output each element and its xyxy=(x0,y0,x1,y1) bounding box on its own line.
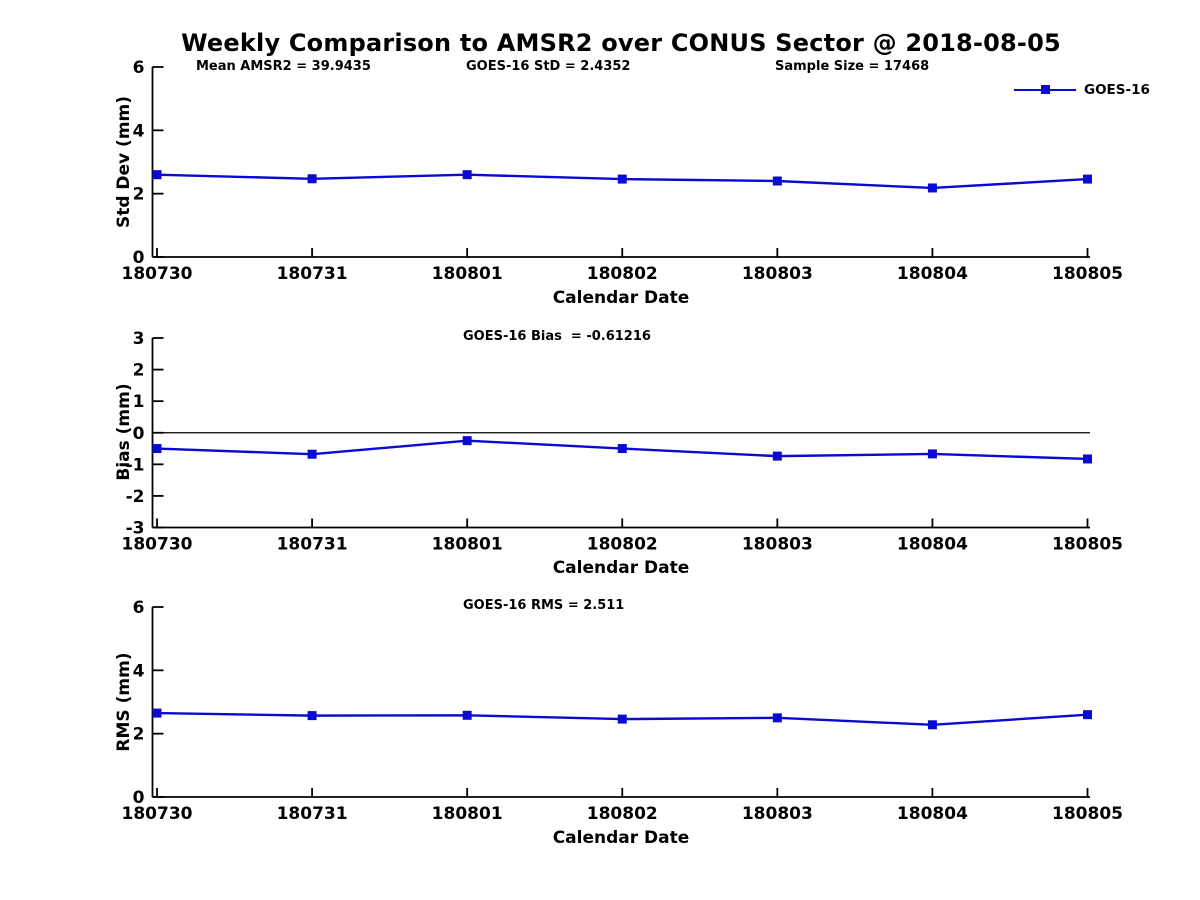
y-tick-label: 0 xyxy=(133,248,145,268)
xlabel-top: Calendar Date xyxy=(552,288,690,308)
subtitle-bias: GOES-16 Bias = -0.61216 xyxy=(463,329,651,344)
x-tick-label: 180802 xyxy=(587,535,658,555)
y-tick-label: 2 xyxy=(133,185,145,205)
y-tick-label: 4 xyxy=(133,121,145,141)
x-tick-label: 180801 xyxy=(432,535,503,555)
data-point-marker xyxy=(927,449,937,459)
data-point-marker xyxy=(152,444,162,454)
y-tick-label: 2 xyxy=(133,361,145,381)
y-tick-label: 6 xyxy=(133,598,145,618)
data-point-marker xyxy=(927,183,937,193)
x-tick-label: 180731 xyxy=(277,804,348,824)
y-tick-label: -3 xyxy=(126,519,145,539)
x-tick-label: 180802 xyxy=(587,264,658,284)
data-point-marker xyxy=(617,714,627,724)
x-tick-label: 180731 xyxy=(277,264,348,284)
x-tick-label: 180802 xyxy=(587,804,658,824)
legend-square-marker-icon xyxy=(1040,84,1050,94)
data-point-marker xyxy=(772,713,782,723)
y-tick-label: -2 xyxy=(126,487,145,507)
data-point-marker xyxy=(772,176,782,186)
data-point-marker xyxy=(617,174,627,184)
annotation-goes16-std: GOES-16 StD = 2.4352 xyxy=(466,59,631,74)
legend-label: GOES-16 xyxy=(1084,81,1150,98)
x-tick-label: 180730 xyxy=(122,535,193,555)
y-tick-label: 0 xyxy=(133,788,145,808)
x-tick-label: 180801 xyxy=(432,264,503,284)
y-tick-label: 3 xyxy=(133,329,145,349)
y-tick-label: 1 xyxy=(133,392,145,412)
data-point-marker xyxy=(462,170,472,180)
y-tick-label: 4 xyxy=(133,661,145,681)
x-tick-label: 180805 xyxy=(1052,804,1123,824)
annotation-sample-size: Sample Size = 17468 xyxy=(775,59,930,74)
x-tick-label: 180804 xyxy=(897,804,968,824)
xlabel-bottom: Calendar Date xyxy=(552,828,690,848)
data-point-marker xyxy=(772,451,782,461)
x-tick-label: 180731 xyxy=(277,535,348,555)
subtitle-rms: GOES-16 RMS = 2.511 xyxy=(463,598,625,613)
x-tick-label: 180805 xyxy=(1052,264,1123,284)
x-tick-label: 180803 xyxy=(742,804,813,824)
data-point-marker xyxy=(1083,710,1092,720)
x-tick-label: 180801 xyxy=(432,804,503,824)
x-tick-label: 180804 xyxy=(897,264,968,284)
data-point-marker xyxy=(927,720,937,730)
data-point-marker xyxy=(462,710,472,720)
data-point-marker xyxy=(617,444,627,454)
data-point-marker xyxy=(152,708,162,718)
data-point-marker xyxy=(152,170,162,180)
legend-line-sample xyxy=(1014,84,1076,94)
x-tick-label: 180803 xyxy=(742,264,813,284)
data-point-marker xyxy=(462,436,472,446)
legend: GOES-16 xyxy=(1014,80,1150,99)
x-tick-label: 180730 xyxy=(122,804,193,824)
data-point-marker xyxy=(307,174,317,184)
data-point-marker xyxy=(1083,174,1092,184)
x-tick-label: 180730 xyxy=(122,264,193,284)
y-tick-label: 0 xyxy=(133,424,145,444)
data-point-marker xyxy=(307,711,317,721)
figure-title: Weekly Comparison to AMSR2 over CONUS Se… xyxy=(181,29,1061,57)
xlabel-middle: Calendar Date xyxy=(552,558,690,578)
x-tick-label: 180803 xyxy=(742,535,813,555)
y-tick-label: 6 xyxy=(133,58,145,78)
y-tick-label: -1 xyxy=(126,455,145,475)
data-point-marker xyxy=(1083,454,1092,464)
data-point-marker xyxy=(307,449,317,459)
x-tick-label: 180805 xyxy=(1052,535,1123,555)
x-tick-label: 180804 xyxy=(897,535,968,555)
annotation-mean-amsr2: Mean AMSR2 = 39.9435 xyxy=(196,59,371,74)
y-tick-label: 2 xyxy=(133,725,145,745)
